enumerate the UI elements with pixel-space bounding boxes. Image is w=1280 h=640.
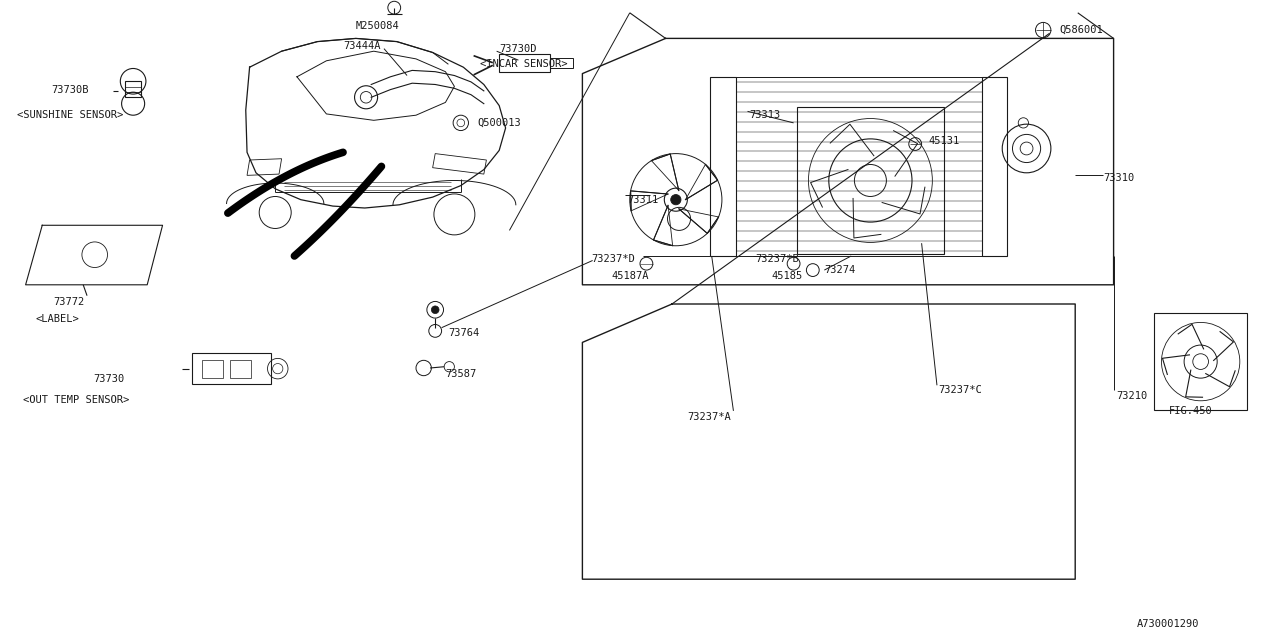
Text: 73764: 73764: [448, 328, 479, 338]
Text: 73730D: 73730D: [499, 44, 536, 54]
Text: 73313: 73313: [749, 110, 780, 120]
Bar: [796, 107, 945, 254]
Text: <LABEL>: <LABEL>: [36, 314, 79, 324]
Text: 73772: 73772: [54, 297, 84, 307]
Text: 73237*A: 73237*A: [687, 412, 731, 422]
Text: Q500013: Q500013: [477, 118, 521, 128]
Text: 73237*B: 73237*B: [755, 254, 799, 264]
Bar: [1155, 313, 1248, 410]
Text: <SUNSHINE SENSOR>: <SUNSHINE SENSOR>: [17, 110, 123, 120]
Bar: [202, 360, 223, 378]
Text: 73237*D: 73237*D: [591, 254, 635, 264]
Text: <OUT TEMP SENSOR>: <OUT TEMP SENSOR>: [23, 395, 129, 405]
Text: 73274: 73274: [824, 265, 855, 275]
Bar: [550, 58, 573, 68]
Text: <INCAR SENSOR>: <INCAR SENSOR>: [480, 59, 567, 69]
Text: 45131: 45131: [928, 136, 959, 146]
Ellipse shape: [431, 306, 439, 314]
Text: 73311: 73311: [627, 195, 658, 205]
Text: 73210: 73210: [1116, 390, 1147, 401]
Text: 45187A: 45187A: [612, 271, 649, 282]
Bar: [192, 353, 271, 384]
Bar: [499, 54, 550, 72]
Text: M250084: M250084: [356, 20, 399, 31]
Text: A730001290: A730001290: [1137, 619, 1199, 629]
Text: 73310: 73310: [1103, 173, 1134, 183]
Bar: [982, 77, 1007, 256]
Bar: [736, 77, 982, 256]
Text: Q586001: Q586001: [1060, 25, 1103, 35]
Text: 45185: 45185: [772, 271, 803, 282]
Text: 73730B: 73730B: [51, 84, 88, 95]
Ellipse shape: [671, 195, 681, 205]
Text: 73237*C: 73237*C: [938, 385, 982, 396]
Bar: [125, 81, 141, 97]
Text: 73587: 73587: [445, 369, 476, 380]
Text: 73730: 73730: [93, 374, 124, 384]
Bar: [710, 77, 736, 256]
Text: 73444A: 73444A: [343, 41, 380, 51]
Text: FIG.450: FIG.450: [1169, 406, 1212, 416]
Bar: [230, 360, 251, 378]
